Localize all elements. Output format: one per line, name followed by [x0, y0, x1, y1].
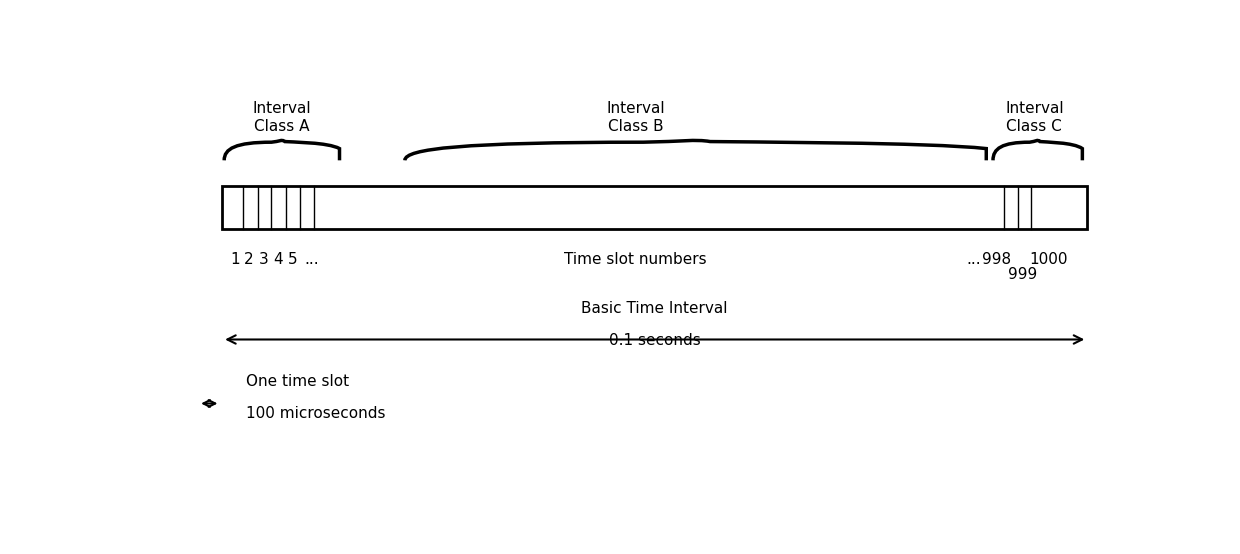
Text: ...: ... — [966, 252, 981, 267]
Text: 1: 1 — [229, 252, 239, 267]
Text: 1000: 1000 — [1029, 252, 1068, 267]
FancyBboxPatch shape — [222, 186, 1087, 229]
Text: 3: 3 — [259, 252, 269, 267]
Text: 999: 999 — [1008, 267, 1038, 282]
Text: Basic Time Interval: Basic Time Interval — [582, 301, 728, 316]
Text: One time slot: One time slot — [247, 373, 350, 388]
Text: Interval
Class A: Interval Class A — [253, 101, 311, 134]
Text: 5: 5 — [288, 252, 298, 267]
Text: 4: 4 — [273, 252, 283, 267]
Text: 2: 2 — [244, 252, 254, 267]
Text: 998: 998 — [982, 252, 1012, 267]
Text: Interval
Class B: Interval Class B — [606, 101, 665, 134]
Text: Time slot numbers: Time slot numbers — [564, 252, 707, 267]
Text: 0.1 seconds: 0.1 seconds — [609, 333, 701, 348]
Text: 100 microseconds: 100 microseconds — [247, 406, 386, 420]
Text: Interval
Class C: Interval Class C — [1004, 101, 1064, 134]
Text: ...: ... — [304, 252, 319, 267]
